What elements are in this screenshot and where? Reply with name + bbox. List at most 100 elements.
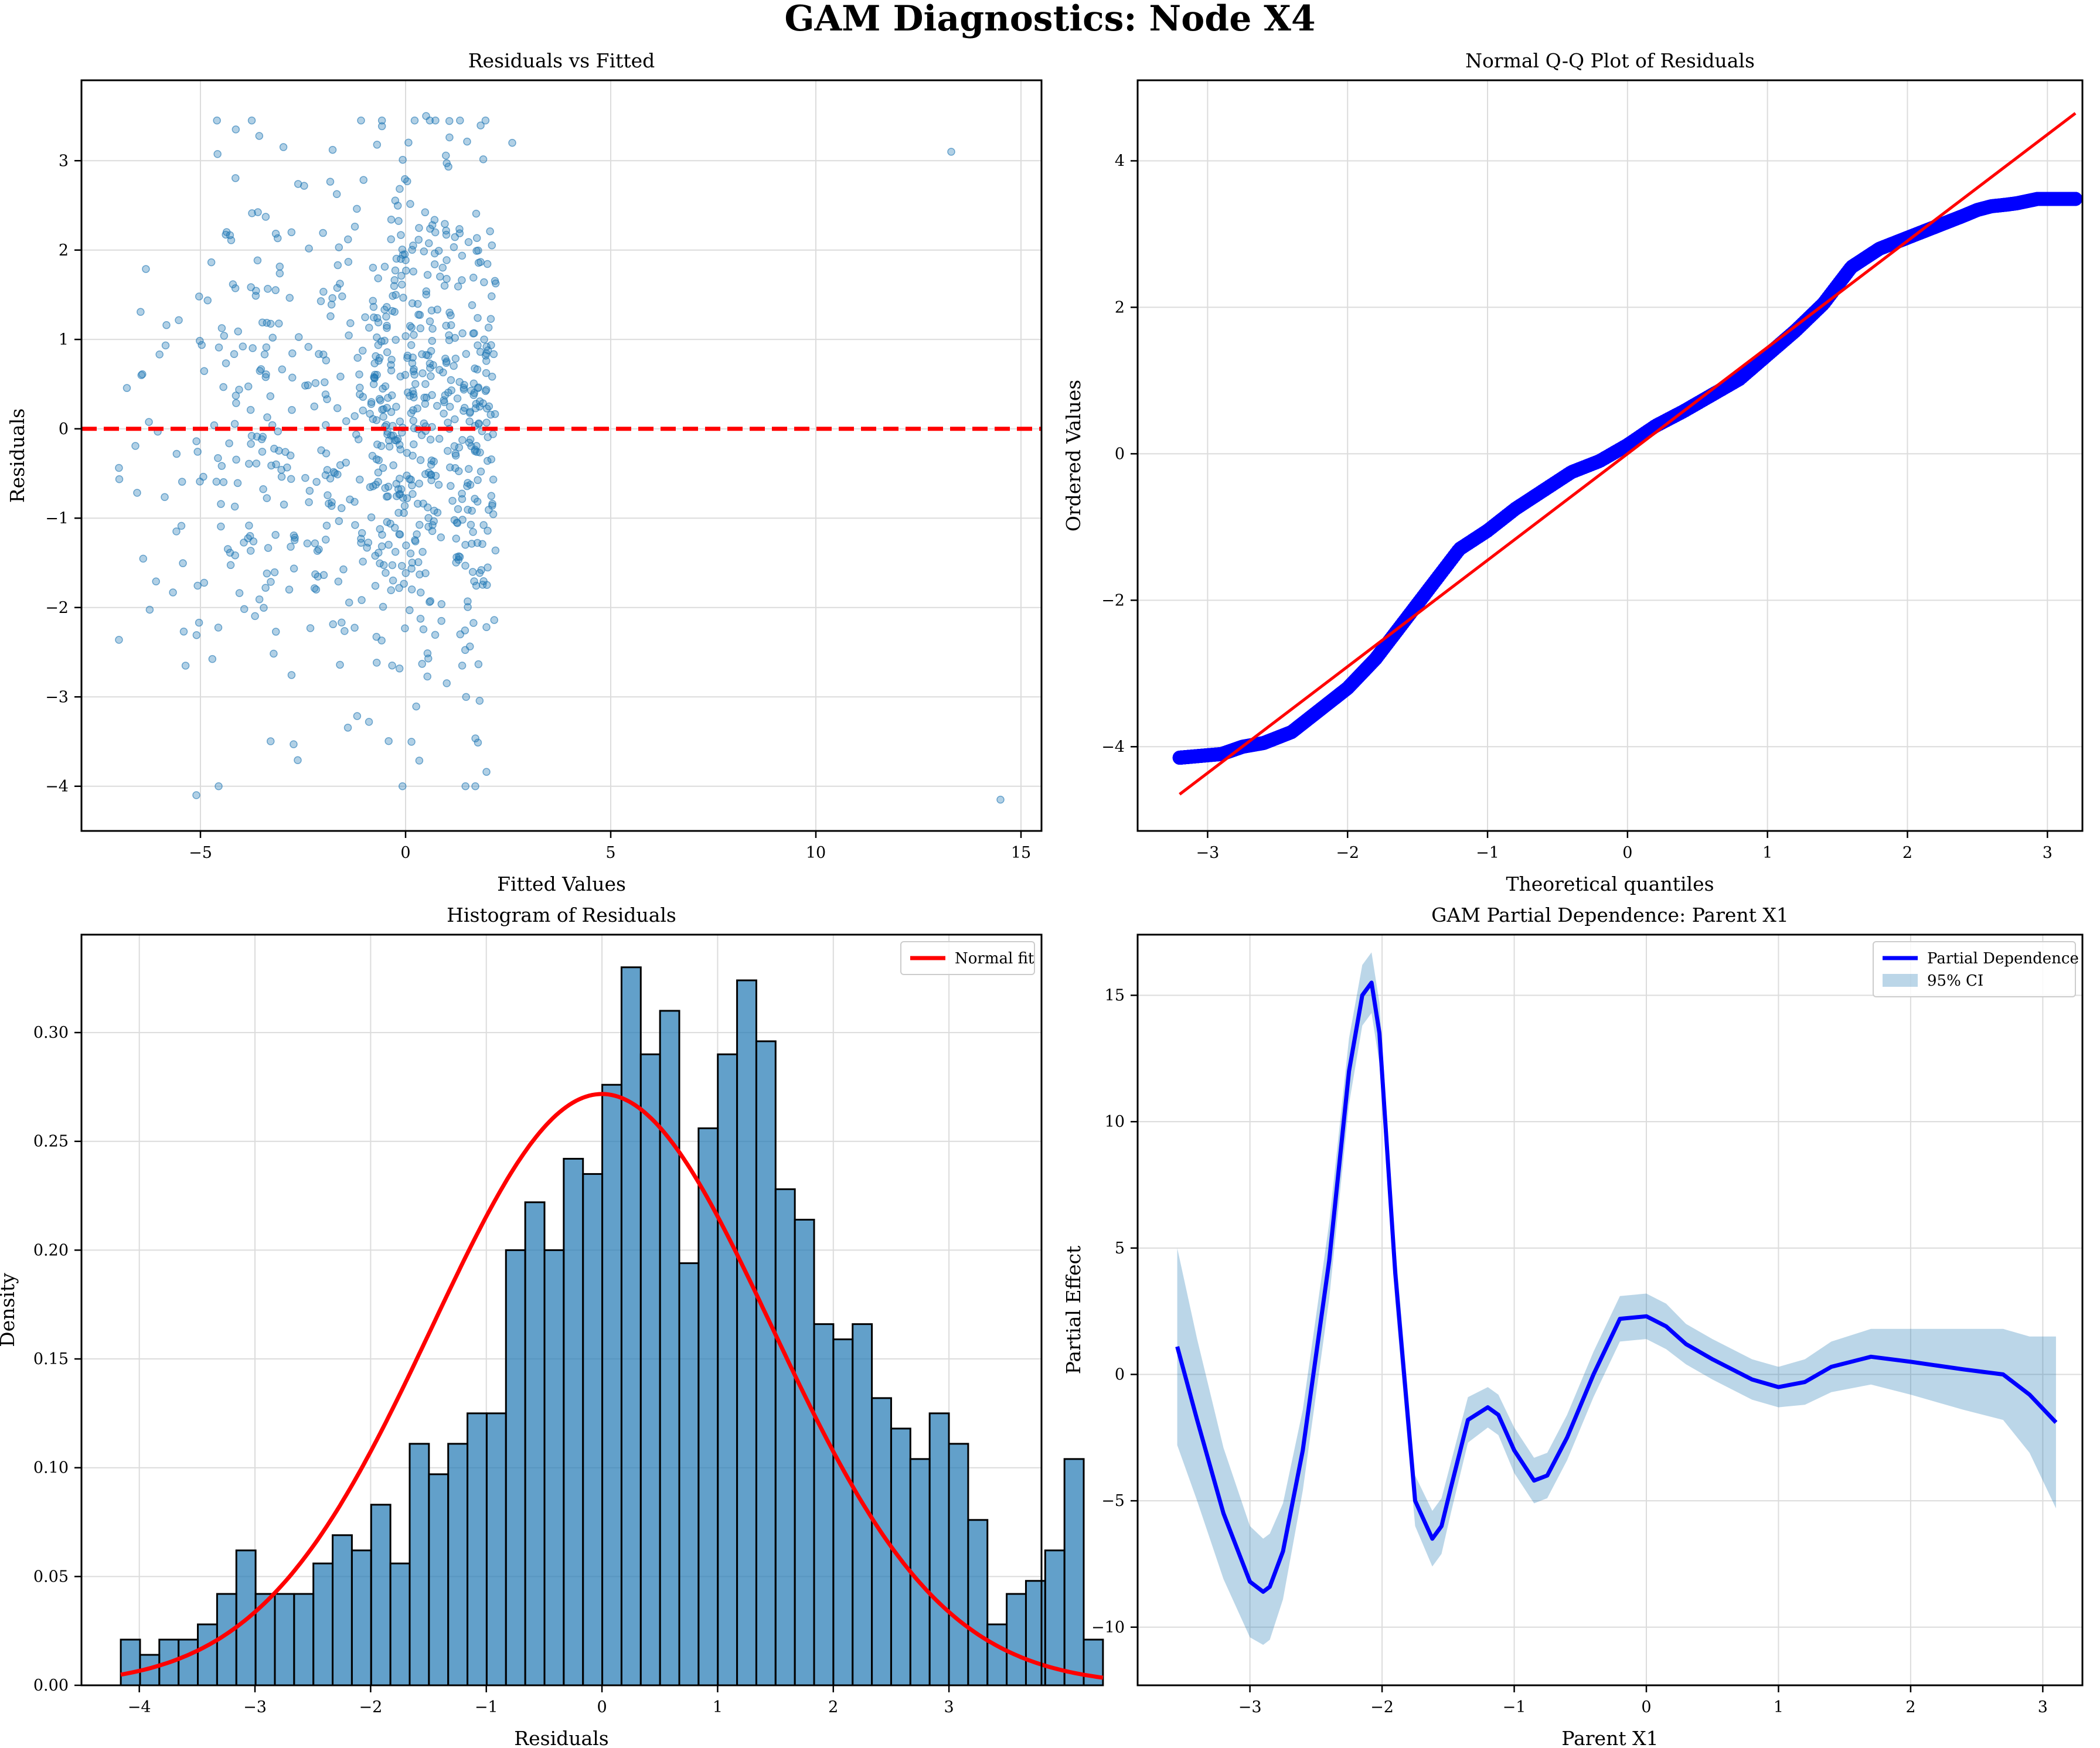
residual-point (203, 296, 212, 305)
residual-point (450, 442, 459, 451)
x-tick-label: 1 (1774, 1698, 1784, 1716)
y-tick-label: −5 (1101, 1492, 1125, 1510)
residual-point (247, 439, 255, 448)
residual-point (418, 369, 427, 377)
x-tick-label: −2 (1336, 844, 1359, 862)
y-tick-label: 0.30 (33, 1024, 69, 1042)
residual-point (452, 534, 461, 543)
residual-point (480, 335, 488, 344)
residual-point (301, 381, 309, 390)
residual-point (431, 631, 440, 639)
y-tick-label: 3 (59, 152, 69, 170)
histogram-bar (447, 1443, 469, 1686)
residual-point (232, 174, 240, 182)
x-tick-label: 15 (1011, 844, 1031, 862)
residual-point (264, 285, 272, 293)
residual-point (290, 536, 299, 544)
residual-point (390, 282, 399, 290)
x-tick-label: 3 (2043, 844, 2053, 862)
residual-point (384, 540, 393, 549)
residual-point (475, 420, 483, 428)
residual-point (406, 549, 415, 558)
residual-point (365, 718, 373, 726)
residual-point (214, 454, 222, 462)
residual-point (451, 333, 460, 342)
residual-point (491, 277, 499, 285)
residual-point (287, 475, 295, 483)
residual-point (479, 521, 488, 529)
x-tick-label: −2 (1370, 1698, 1394, 1716)
residual-point (271, 230, 280, 238)
residual-point (371, 551, 379, 560)
residual-point (195, 618, 203, 627)
residual-point (375, 456, 383, 465)
x-axis-label: Theoretical quantiles (1506, 873, 1714, 895)
confidence-band (1177, 952, 2056, 1645)
residual-point (287, 671, 296, 679)
residual-point (383, 323, 391, 332)
residual-point (427, 306, 436, 315)
residual-point (409, 451, 417, 460)
residual-point (396, 530, 404, 539)
residual-point (270, 444, 278, 453)
y-axis-label: Partial Effect (1062, 1246, 1085, 1375)
residual-point (359, 406, 367, 415)
residual-point (447, 376, 455, 384)
residual-point (421, 400, 430, 408)
residual-point (466, 407, 474, 416)
residual-point (263, 569, 271, 578)
x-axis-label: Residuals (514, 1727, 608, 1748)
residual-point (442, 359, 451, 367)
y-tick-label: 1 (59, 330, 69, 349)
histogram-bar (120, 1638, 141, 1686)
residual-point (409, 417, 418, 425)
residual-point (422, 350, 431, 359)
residual-point (335, 243, 343, 251)
residual-point (380, 263, 389, 271)
x-tick-label: 0 (400, 844, 410, 862)
residual-point (947, 148, 955, 156)
residual-point (484, 323, 493, 332)
residual-point (456, 116, 464, 125)
residual-point (266, 392, 275, 400)
residual-point (377, 116, 386, 125)
residual-point (414, 311, 423, 319)
x-tick-label: −4 (128, 1698, 151, 1716)
residual-point (365, 323, 373, 332)
residual-point (472, 247, 481, 255)
residual-point (263, 413, 271, 421)
subplot-title: GAM Partial Dependence: Parent X1 (1431, 904, 1789, 926)
subplot-1: −5 0 5 10 15 −4 −3 −2 −1 0 1 2 3 Residuals vs Fitted F… (6, 49, 1043, 895)
x-tick-label: 3 (2038, 1698, 2048, 1716)
residual-point (465, 417, 474, 425)
qq-reference-line (1179, 112, 2077, 796)
residual-point (181, 662, 190, 670)
residual-point (219, 383, 227, 391)
residual-point (290, 740, 298, 748)
residual-point (442, 321, 450, 330)
residual-point (399, 493, 407, 502)
y-tick-label: 0.00 (33, 1677, 69, 1695)
residual-point (386, 519, 394, 528)
residual-point (272, 460, 280, 469)
residual-point (240, 605, 249, 614)
residual-point (397, 561, 406, 570)
partial-dependence-line (1175, 980, 2058, 1594)
residual-point (226, 231, 234, 240)
residual-point (122, 384, 131, 392)
histogram-bar (178, 1638, 199, 1686)
residual-point (430, 216, 439, 224)
residual-point (275, 269, 284, 278)
histogram-bar (505, 1249, 526, 1686)
residual-point (464, 465, 473, 473)
residual-point (484, 433, 492, 441)
residual-point (427, 372, 435, 380)
residual-point (270, 649, 278, 658)
histogram-bar (582, 1173, 604, 1686)
y-tick-label: −10 (1091, 1618, 1125, 1637)
residual-point (115, 475, 124, 483)
residual-point (445, 133, 454, 142)
residual-point (401, 267, 410, 275)
residual-point (384, 394, 392, 402)
residual-point (356, 390, 364, 398)
